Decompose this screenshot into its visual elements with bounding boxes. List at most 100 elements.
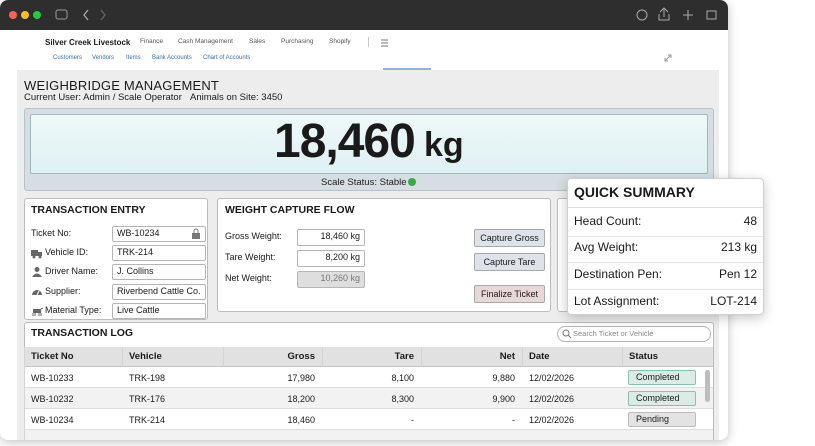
table-header xyxy=(25,347,713,367)
input-value: 8,200 kg xyxy=(325,252,360,262)
summary-value: 213 kg xyxy=(720,240,757,254)
share-icon[interactable] xyxy=(658,7,670,21)
expand-icon xyxy=(664,54,672,62)
readonly-input xyxy=(297,271,365,288)
input-value: Riverbend Cattle Co. xyxy=(117,286,201,296)
cell: 12/02/2026 xyxy=(529,373,575,383)
scale-unit: kg xyxy=(424,126,464,164)
column-header: Date xyxy=(529,351,550,362)
divider xyxy=(568,289,763,290)
divider xyxy=(568,207,763,208)
field-icon xyxy=(32,307,43,316)
status-text: Completed xyxy=(636,372,680,382)
summary-label: Avg Weight: xyxy=(574,240,639,254)
summary-value: Pen 12 xyxy=(718,267,757,281)
menu-item[interactable]: Cash Management xyxy=(178,38,233,45)
field-label: Supplier: xyxy=(45,286,81,296)
action-button[interactable]: Capture Gross xyxy=(474,229,545,247)
new-tab-icon[interactable] xyxy=(683,10,693,20)
quick-summary-popup: QUICK SUMMARY Head Count: 48 Avg Weight: 213… xyxy=(567,178,764,315)
submenu-link[interactable]: Vendors xyxy=(92,55,115,61)
submenu-link[interactable]: Items xyxy=(126,55,141,61)
search-box[interactable] xyxy=(557,326,711,342)
table-row xyxy=(25,409,713,430)
cell: TRK-198 xyxy=(129,373,166,383)
field-label: Ticket No: xyxy=(31,228,72,238)
zoom-button[interactable] xyxy=(33,11,41,19)
input-value: 10,260 kg xyxy=(320,273,360,283)
action-button[interactable]: Finalize Ticket xyxy=(474,285,545,303)
status-badge xyxy=(628,412,696,427)
summary-value: 48 xyxy=(743,214,757,228)
forward-icon[interactable] xyxy=(100,9,106,21)
close-button[interactable] xyxy=(9,11,17,19)
cell: WB-10233 xyxy=(31,373,74,383)
menu-icon xyxy=(381,39,388,47)
text-input[interactable] xyxy=(112,284,206,300)
status-badge xyxy=(628,370,696,385)
menu-separator xyxy=(368,37,369,47)
cell: TRK-176 xyxy=(129,394,166,404)
submenu-link[interactable]: Chart of Accounts xyxy=(203,55,251,61)
field-label: Vehicle ID: xyxy=(45,247,89,257)
field-label: Material Type: xyxy=(45,305,102,315)
cell: WB-10234 xyxy=(31,415,74,425)
cell: 12/02/2026 xyxy=(529,394,575,404)
text-input[interactable] xyxy=(112,264,206,280)
cell: 18,200 xyxy=(287,394,315,404)
text-input[interactable] xyxy=(297,250,365,267)
scrollbar-thumb xyxy=(705,370,710,402)
text-input[interactable] xyxy=(112,245,206,261)
table-row xyxy=(25,430,713,440)
table-row xyxy=(25,388,713,409)
table-row xyxy=(25,367,713,388)
cell: - xyxy=(411,415,414,425)
column-header: Tare xyxy=(394,351,414,362)
summary-label: Head Count: xyxy=(574,214,642,228)
minimize-button[interactable] xyxy=(21,11,29,19)
sidebar-icon[interactable] xyxy=(55,9,68,20)
current-user: Current User: Admin / Scale Operator xyxy=(24,92,182,103)
text-input[interactable] xyxy=(112,303,206,319)
app-name[interactable]: Silver Creek Livestock xyxy=(45,38,131,47)
column-divider xyxy=(24,347,25,440)
page-title: WEIGHBRIDGE MANAGEMENT xyxy=(24,78,220,93)
menu-item[interactable]: Purchasing xyxy=(281,38,314,45)
menu-item[interactable]: Finance xyxy=(140,38,164,45)
input-value: TRK-214 xyxy=(117,247,154,257)
field-icon xyxy=(32,290,42,296)
cell: 12/02/2026 xyxy=(529,415,575,425)
search-icon xyxy=(562,329,572,339)
cell: 9,900 xyxy=(492,394,515,404)
status-badge xyxy=(628,391,696,406)
cell: WB-10232 xyxy=(31,394,74,404)
tabs-icon[interactable] xyxy=(706,10,717,20)
cell: 9,880 xyxy=(492,373,515,383)
cell: 17,980 xyxy=(287,373,315,383)
status-indicator xyxy=(408,178,416,186)
input-value: 18,460 kg xyxy=(320,231,360,241)
download-icon[interactable] xyxy=(636,9,648,21)
menu-item[interactable]: Sales xyxy=(249,38,266,45)
browser-window: Silver Creek Livestock Finance Cash Manage… xyxy=(0,0,728,440)
back-icon[interactable] xyxy=(83,9,89,21)
text-input[interactable] xyxy=(112,226,206,242)
status-text: Pending xyxy=(636,414,670,424)
popup-title: QUICK SUMMARY xyxy=(574,184,695,200)
column-header: Status xyxy=(629,351,659,362)
panel-title: WEIGHT CAPTURE FLOW xyxy=(225,204,355,216)
menu-item[interactable]: Shopify xyxy=(329,38,351,45)
action-button[interactable]: Capture Tare xyxy=(474,253,545,271)
column-header: Net xyxy=(499,351,515,362)
main-area: WEIGHBRIDGE MANAGEMENT Current User: Admi… xyxy=(17,70,719,440)
submenu-link[interactable]: Customers xyxy=(53,55,83,61)
cell: - xyxy=(512,415,515,425)
field-label: Gross Weight: xyxy=(225,231,282,241)
text-input[interactable] xyxy=(297,229,365,246)
title-bar xyxy=(0,0,728,30)
window-controls xyxy=(9,7,717,21)
submenu-link[interactable]: Bank Accounts xyxy=(152,55,192,61)
input-value: WB-10234 xyxy=(117,228,160,238)
column-header: Ticket No xyxy=(31,351,74,362)
